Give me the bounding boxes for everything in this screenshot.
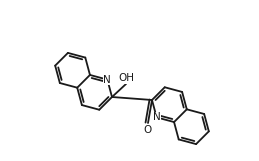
Text: OH: OH	[118, 73, 134, 83]
Text: O: O	[144, 125, 152, 135]
Text: N: N	[103, 75, 111, 85]
Text: N: N	[153, 112, 161, 122]
